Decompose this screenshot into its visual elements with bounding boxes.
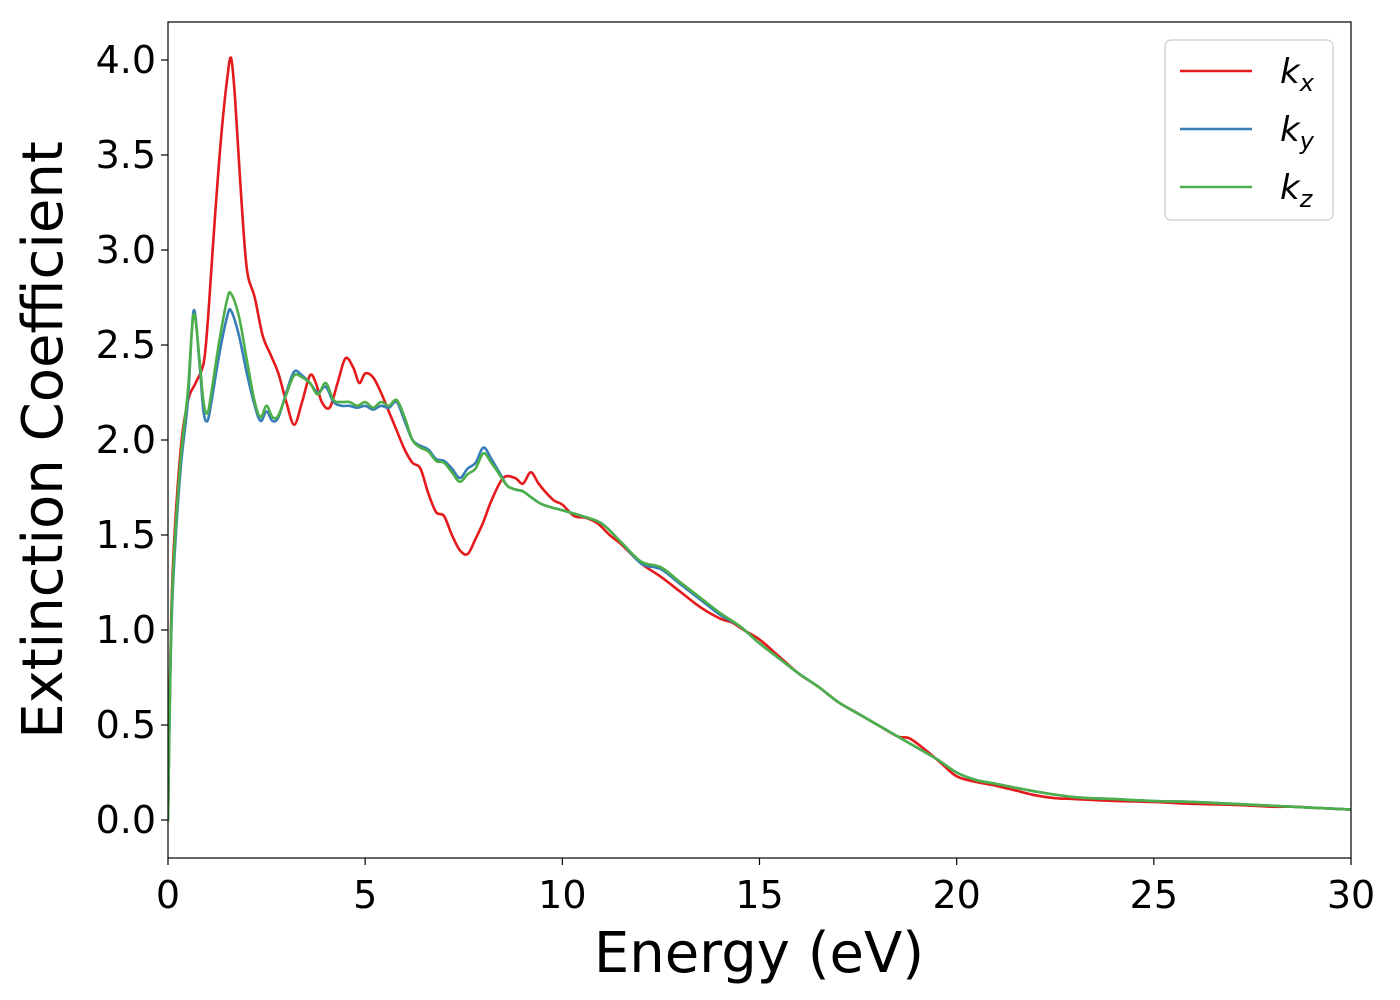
- legend-label-main: k: [1280, 110, 1301, 150]
- legend-label-sub: y: [1299, 127, 1315, 155]
- y-tick-label: 1.0: [96, 608, 156, 652]
- y-tick-label: 4.0: [96, 38, 156, 82]
- y-tick-label: 1.5: [96, 513, 156, 557]
- x-tick-label: 10: [538, 873, 586, 917]
- legend-label-y: ky: [1280, 110, 1315, 155]
- x-tick-label: 20: [932, 873, 980, 917]
- series-line-k-z: [168, 290, 1351, 822]
- legend-label-main: k: [1280, 52, 1301, 92]
- y-tick-label: 2.5: [96, 323, 156, 367]
- y-tick-label: 2.0: [96, 418, 156, 462]
- legend-label-sub: x: [1299, 69, 1315, 97]
- x-tick-label: 25: [1130, 873, 1178, 917]
- y-axis: 0.0 0.5 1.0 1.5 2.0 2.5 3.0 3.5 4.0: [96, 38, 168, 842]
- y-tick-label: 0.5: [96, 703, 156, 747]
- x-tick-label: 0: [156, 873, 180, 917]
- x-axis: 0 5 10 15 20 25 30: [156, 858, 1375, 917]
- legend-label-sub: z: [1299, 185, 1314, 213]
- legend-label-x: kx: [1280, 52, 1315, 97]
- x-axis-title: Energy (eV): [594, 921, 924, 986]
- legend-label-z: kz: [1280, 168, 1314, 213]
- y-tick-label: 3.5: [96, 133, 156, 177]
- x-tick-label: 30: [1327, 873, 1375, 917]
- y-tick-label: 0.0: [96, 798, 156, 842]
- y-axis-title: Extinction Coefficient: [11, 141, 76, 739]
- x-tick-label: 15: [735, 873, 783, 917]
- series-layer: [168, 56, 1351, 822]
- legend-label-main: k: [1280, 168, 1301, 208]
- x-tick-label: 5: [353, 873, 377, 917]
- y-tick-label: 3.0: [96, 228, 156, 272]
